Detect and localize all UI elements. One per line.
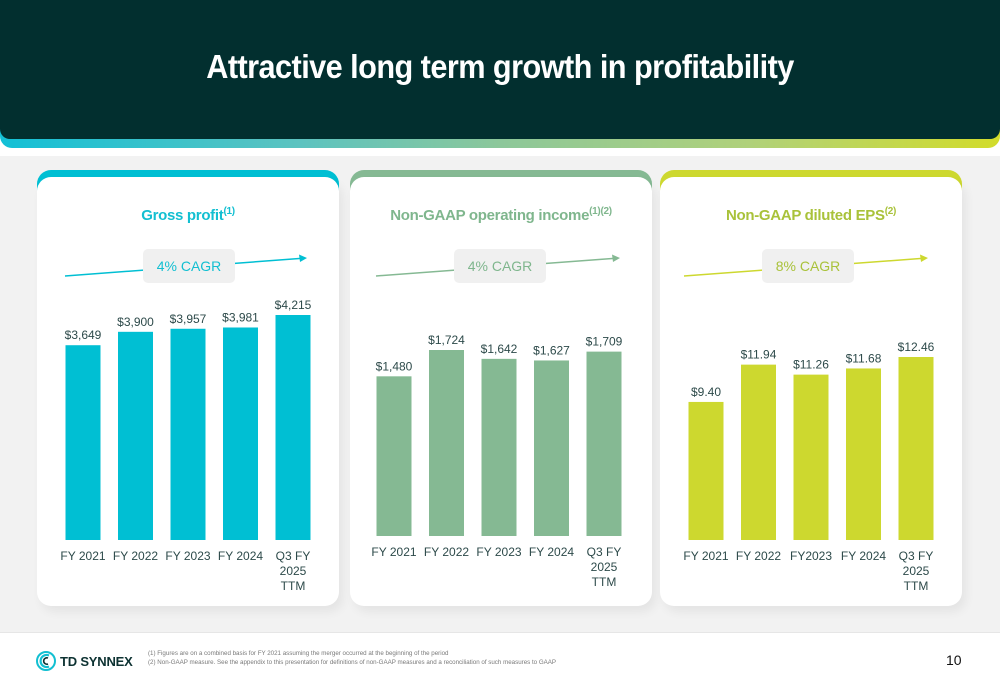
data-label: $3,900 (117, 315, 154, 329)
data-label: $3,649 (65, 328, 102, 342)
bar-q3-fy-2025-ttm (275, 315, 311, 540)
chart-title: Gross profit(1) (37, 206, 339, 224)
bar-fy2023 (793, 374, 829, 540)
chart-title-footnote: (1) (223, 206, 235, 217)
bar-fy-2021 (65, 345, 101, 540)
eps-panel: Non-GAAP diluted EPS(2) 8% CAGR $9.40 FY … (660, 170, 962, 606)
chart-title-text: Non-GAAP operating income (390, 207, 590, 224)
logo-text: TD SYNNEX (60, 653, 133, 669)
data-label: $11.94 (741, 348, 777, 362)
data-label: $1,709 (586, 335, 623, 349)
footnote: (1) Figures are on a combined basis for … (148, 650, 449, 657)
chart-title-footnote: (2) (884, 206, 897, 217)
arrowhead-icon (612, 254, 620, 262)
data-label: $12.46 (898, 340, 935, 354)
operating-income-panel: Non-GAAP operating income(1)(2) 4% CAGR … (350, 170, 652, 606)
td-synnex-logo-icon (36, 651, 56, 671)
x-tick-label: FY 2022 (424, 545, 469, 559)
gross-profit-panel: Gross profit(1) 4% CAGR $3,649 FY 2021 $3,… (37, 170, 339, 606)
x-tick-label: FY 2023 (476, 545, 521, 559)
page-title: Attractive long term growth in profitabi… (206, 48, 794, 85)
bar-chart: $3,649 FY 2021 $3,900 FY 2022 $3,957 FY 2023 $… (60, 298, 312, 593)
x-tick-label: FY2023 (790, 549, 832, 563)
data-label: $3,957 (170, 312, 207, 326)
x-tick-label: FY 2022 (113, 549, 158, 563)
cagr-badge: 4% CAGR (454, 249, 546, 283)
company-logo: TD SYNNEX (36, 650, 133, 672)
footer-divider (0, 632, 1000, 633)
data-label: $1,480 (376, 359, 413, 373)
arrowhead-icon (920, 254, 928, 262)
x-tick-label: FY 2021 (371, 545, 416, 559)
footnotes: (1) Figures are on a combined basis for … (148, 650, 556, 667)
data-label: $1,642 (481, 342, 518, 356)
cagr-badge: 8% CAGR (762, 249, 854, 283)
data-label: $11.68 (846, 351, 882, 365)
x-tick-label: FY 2024 (529, 545, 574, 559)
x-tick-label: Q3 FY 2025 TTM (587, 545, 622, 589)
data-label: $11.26 (793, 358, 829, 372)
bar-chart: $1,480 FY 2021 $1,724 FY 2022 $1,642 FY 2023 $… (371, 333, 623, 589)
chart-title: Non-GAAP operating income(1)(2) (350, 206, 652, 224)
x-tick-label: Q3 FY 2025 TTM (899, 549, 934, 593)
x-tick-label: FY 2021 (683, 549, 728, 563)
x-tick-label: FY 2022 (736, 549, 781, 563)
bar-fy-2021 (376, 376, 412, 536)
data-label: $1,724 (428, 333, 465, 347)
bar-chart: $9.40 FY 2021 $11.94 FY 2022 $11.26 FY2023 $11… (683, 340, 935, 593)
x-tick-label: FY 2021 (60, 549, 105, 563)
data-label: $1,627 (533, 343, 570, 357)
x-tick-label: Q3 FY 2025 TTM (276, 549, 311, 593)
chart-title: Non-GAAP diluted EPS(2) (660, 206, 962, 224)
chart-title-footnote: (1)(2) (589, 206, 612, 217)
arrowhead-icon (299, 254, 307, 262)
bar-fy-2024 (846, 368, 881, 540)
x-tick-label: FY 2023 (165, 549, 210, 563)
x-tick-label: FY 2024 (218, 549, 263, 563)
footnote: (2) Non-GAAP measure. See the appendix t… (148, 658, 557, 666)
bar-fy-2023 (481, 358, 517, 536)
chart-title-text: Gross profit (141, 207, 224, 224)
bar-fy-2021 (688, 401, 724, 540)
header: Attractive long term growth in profitabi… (0, 0, 1000, 139)
bar-fy-2024 (223, 327, 258, 540)
bar-fy-2022 (118, 331, 153, 540)
bar-fy-2024 (534, 360, 569, 536)
bar-fy-2023 (170, 328, 206, 540)
data-label: $3,981 (222, 310, 259, 324)
bar-fy-2022 (741, 364, 776, 540)
x-tick-label: FY 2024 (841, 549, 886, 563)
bar-fy-2022 (429, 350, 464, 536)
chart-title-text: Non-GAAP diluted EPS (725, 207, 885, 224)
data-label: $9.40 (691, 385, 721, 399)
bar-q3-fy-2025-ttm (586, 351, 622, 536)
page-number: 10 (946, 652, 962, 668)
data-label: $4,215 (275, 298, 312, 312)
bar-q3-fy-2025-ttm (898, 357, 934, 540)
cagr-badge: 4% CAGR (143, 249, 235, 283)
